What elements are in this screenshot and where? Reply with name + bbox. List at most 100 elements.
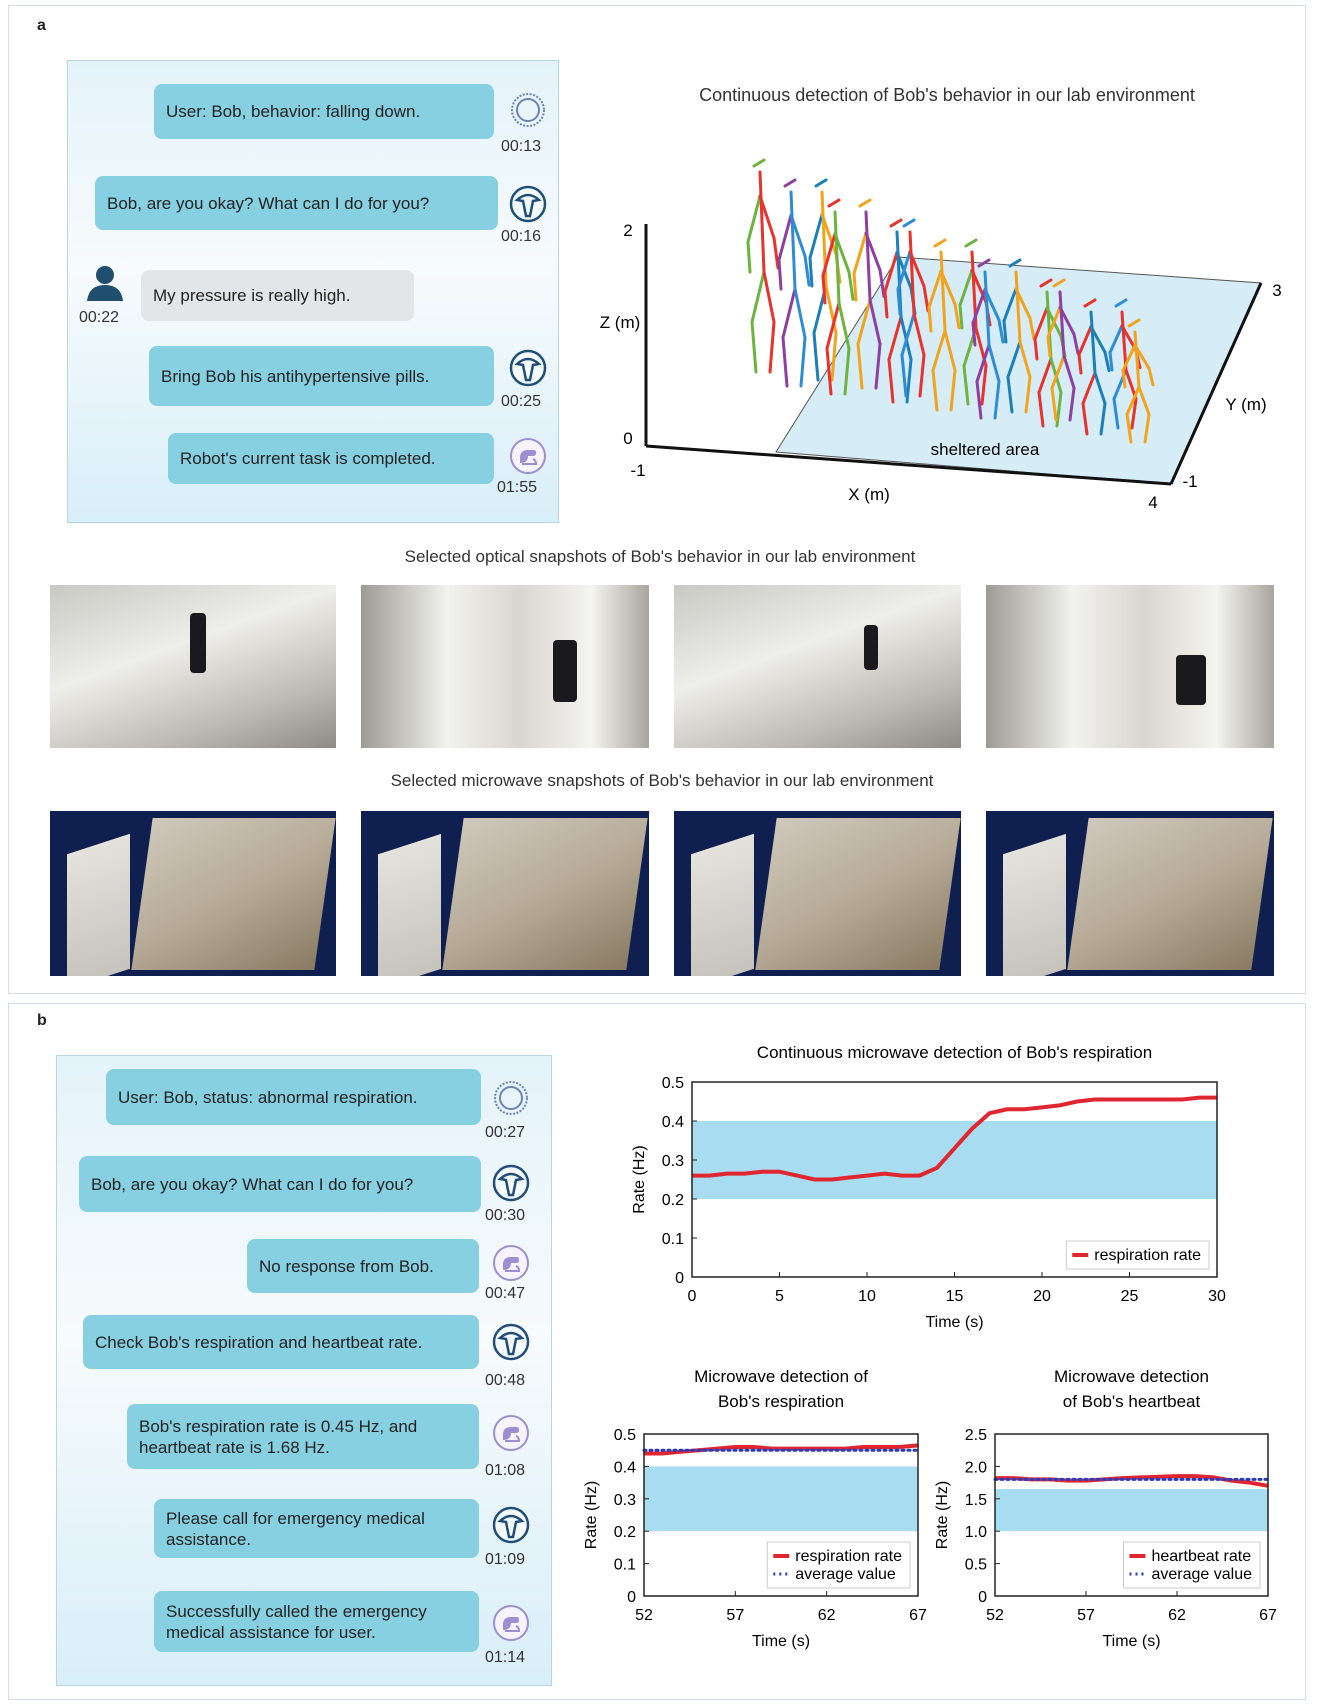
skeleton-bone	[935, 240, 945, 246]
skeleton-bone	[898, 289, 900, 314]
skeleton-bone	[779, 215, 791, 260]
y-tick-label: 0.2	[662, 1192, 684, 1209]
skeleton-bone	[748, 242, 750, 272]
legend: heartbeat rateaverage value	[1123, 1542, 1260, 1588]
legend: respiration rateaverage value	[767, 1542, 910, 1588]
optical-snapshot	[674, 585, 961, 748]
optical-snapshot	[50, 585, 336, 748]
y-tick-label: 0.3	[662, 1153, 684, 1170]
microwave-snapshot	[674, 811, 961, 976]
y-tick-label: 0.5	[614, 1427, 636, 1444]
skeleton-bone	[835, 212, 839, 303]
skeleton-bone	[823, 276, 825, 303]
x-tick-label: 67	[909, 1607, 927, 1624]
section-caption: Selected optical snapshots of Bob's beha…	[405, 547, 916, 567]
y-tick-label: 0.5	[662, 1075, 684, 1092]
z-tick-label: 0	[623, 429, 632, 448]
skeleton-bone	[748, 196, 760, 242]
x-tick-label: 52	[986, 1607, 1004, 1624]
page: a User: Bob, behavior: falling down. 00:…	[0, 0, 1317, 1704]
behavior-3d-plot: Continuous detection of Bob's behavior i…	[0, 0, 1317, 540]
y-axis-label: Y (m)	[1225, 395, 1266, 414]
skeleton-bone	[816, 180, 826, 186]
y-tick-label: 0	[978, 1589, 987, 1606]
skeleton-bone	[854, 233, 866, 273]
skeleton-bone	[810, 215, 822, 258]
skeleton-bone	[770, 322, 774, 372]
skeleton-bone	[829, 200, 839, 206]
skeleton-bone	[1123, 371, 1125, 388]
skeleton-bone	[754, 160, 764, 166]
annotation: sheltered area	[931, 440, 1040, 459]
y-tick-label: 0	[675, 1270, 684, 1287]
x-tick-label: 20	[1033, 1288, 1051, 1305]
section-caption: Selected microwave snapshots of Bob's be…	[391, 771, 934, 791]
legend-label: heartbeat rate	[1151, 1548, 1251, 1565]
skeleton-bone	[814, 333, 818, 380]
skeleton-bone	[960, 305, 962, 328]
skeleton-bone	[1048, 337, 1050, 356]
normal-range-band	[644, 1466, 918, 1531]
skeleton-bone	[929, 307, 931, 331]
legend: respiration rate	[1066, 1241, 1209, 1269]
optical-snapshot	[986, 585, 1274, 748]
skeleton-bone	[785, 180, 795, 186]
skeleton-bone	[849, 272, 853, 299]
x-tick-label: 25	[1121, 1288, 1139, 1305]
skeleton-bone	[791, 192, 795, 289]
normal-range-band	[995, 1489, 1268, 1531]
x-tick-label: 4	[1148, 493, 1157, 512]
y-axis-label: Rate (Hz)	[583, 1481, 600, 1549]
x-tick-label: 10	[858, 1288, 876, 1305]
skeleton-bone	[779, 260, 781, 289]
skeleton-bone	[752, 272, 764, 322]
y-tick-label: 1.5	[965, 1492, 987, 1509]
x-tick-label: 67	[1259, 1607, 1277, 1624]
y-tick-label: 0.4	[614, 1459, 636, 1476]
skeleton-bone	[826, 286, 836, 333]
skeleton-bone	[966, 240, 976, 246]
skeleton-bone	[801, 338, 805, 387]
x-tick-label: 62	[1168, 1607, 1186, 1624]
x-axis-label: Time (s)	[752, 1633, 810, 1650]
legend-label: respiration rate	[795, 1548, 902, 1565]
x-tick-label: 15	[946, 1288, 964, 1305]
legend-label: average value	[1151, 1566, 1252, 1583]
x-axis-label: Time (s)	[1102, 1633, 1160, 1650]
chart-title: Continuous microwave detection of Bob's …	[757, 1043, 1152, 1062]
x-tick-label: 57	[726, 1607, 744, 1624]
optical-snapshot	[361, 585, 649, 748]
legend-label: respiration rate	[1094, 1247, 1201, 1264]
skeleton-bone	[827, 303, 839, 349]
plot-title: Continuous detection of Bob's behavior i…	[699, 85, 1195, 105]
chart-title: Bob's respiration	[718, 1392, 844, 1411]
y-tick-label: 0.3	[614, 1492, 636, 1509]
skeleton-bone	[805, 256, 809, 285]
x-tick-label: 52	[635, 1607, 653, 1624]
z-tick-label: 2	[623, 221, 632, 240]
normal-range-band	[692, 1121, 1217, 1199]
y-axis-label: Rate (Hz)	[934, 1481, 951, 1549]
x-tick-label: 57	[1077, 1607, 1095, 1624]
skeleton-bone	[860, 200, 870, 206]
skeleton-bone	[1079, 355, 1081, 373]
series-line	[995, 1476, 1268, 1486]
skeleton-bone	[783, 338, 787, 387]
chart-title: Microwave detection of	[694, 1367, 868, 1386]
x-tick-label: 5	[775, 1288, 784, 1305]
skeleton-bone	[760, 172, 764, 272]
skeleton-bone	[1035, 339, 1037, 359]
y-tick-label: 0.1	[614, 1557, 636, 1574]
chart-title: of Bob's heartbeat	[1063, 1392, 1201, 1411]
skeleton-bone	[854, 274, 856, 300]
x-tick-label: -1	[630, 461, 645, 480]
z-axis-label: Z (m)	[600, 313, 641, 332]
skeleton-bone	[752, 322, 756, 372]
skeleton-bone	[904, 220, 914, 226]
y-tick-label: 0	[627, 1589, 636, 1606]
y-tick-label: 0.5	[965, 1557, 987, 1574]
microwave-snapshot	[50, 811, 336, 976]
skeleton-bone	[774, 238, 778, 268]
skeleton-bone	[973, 323, 975, 345]
